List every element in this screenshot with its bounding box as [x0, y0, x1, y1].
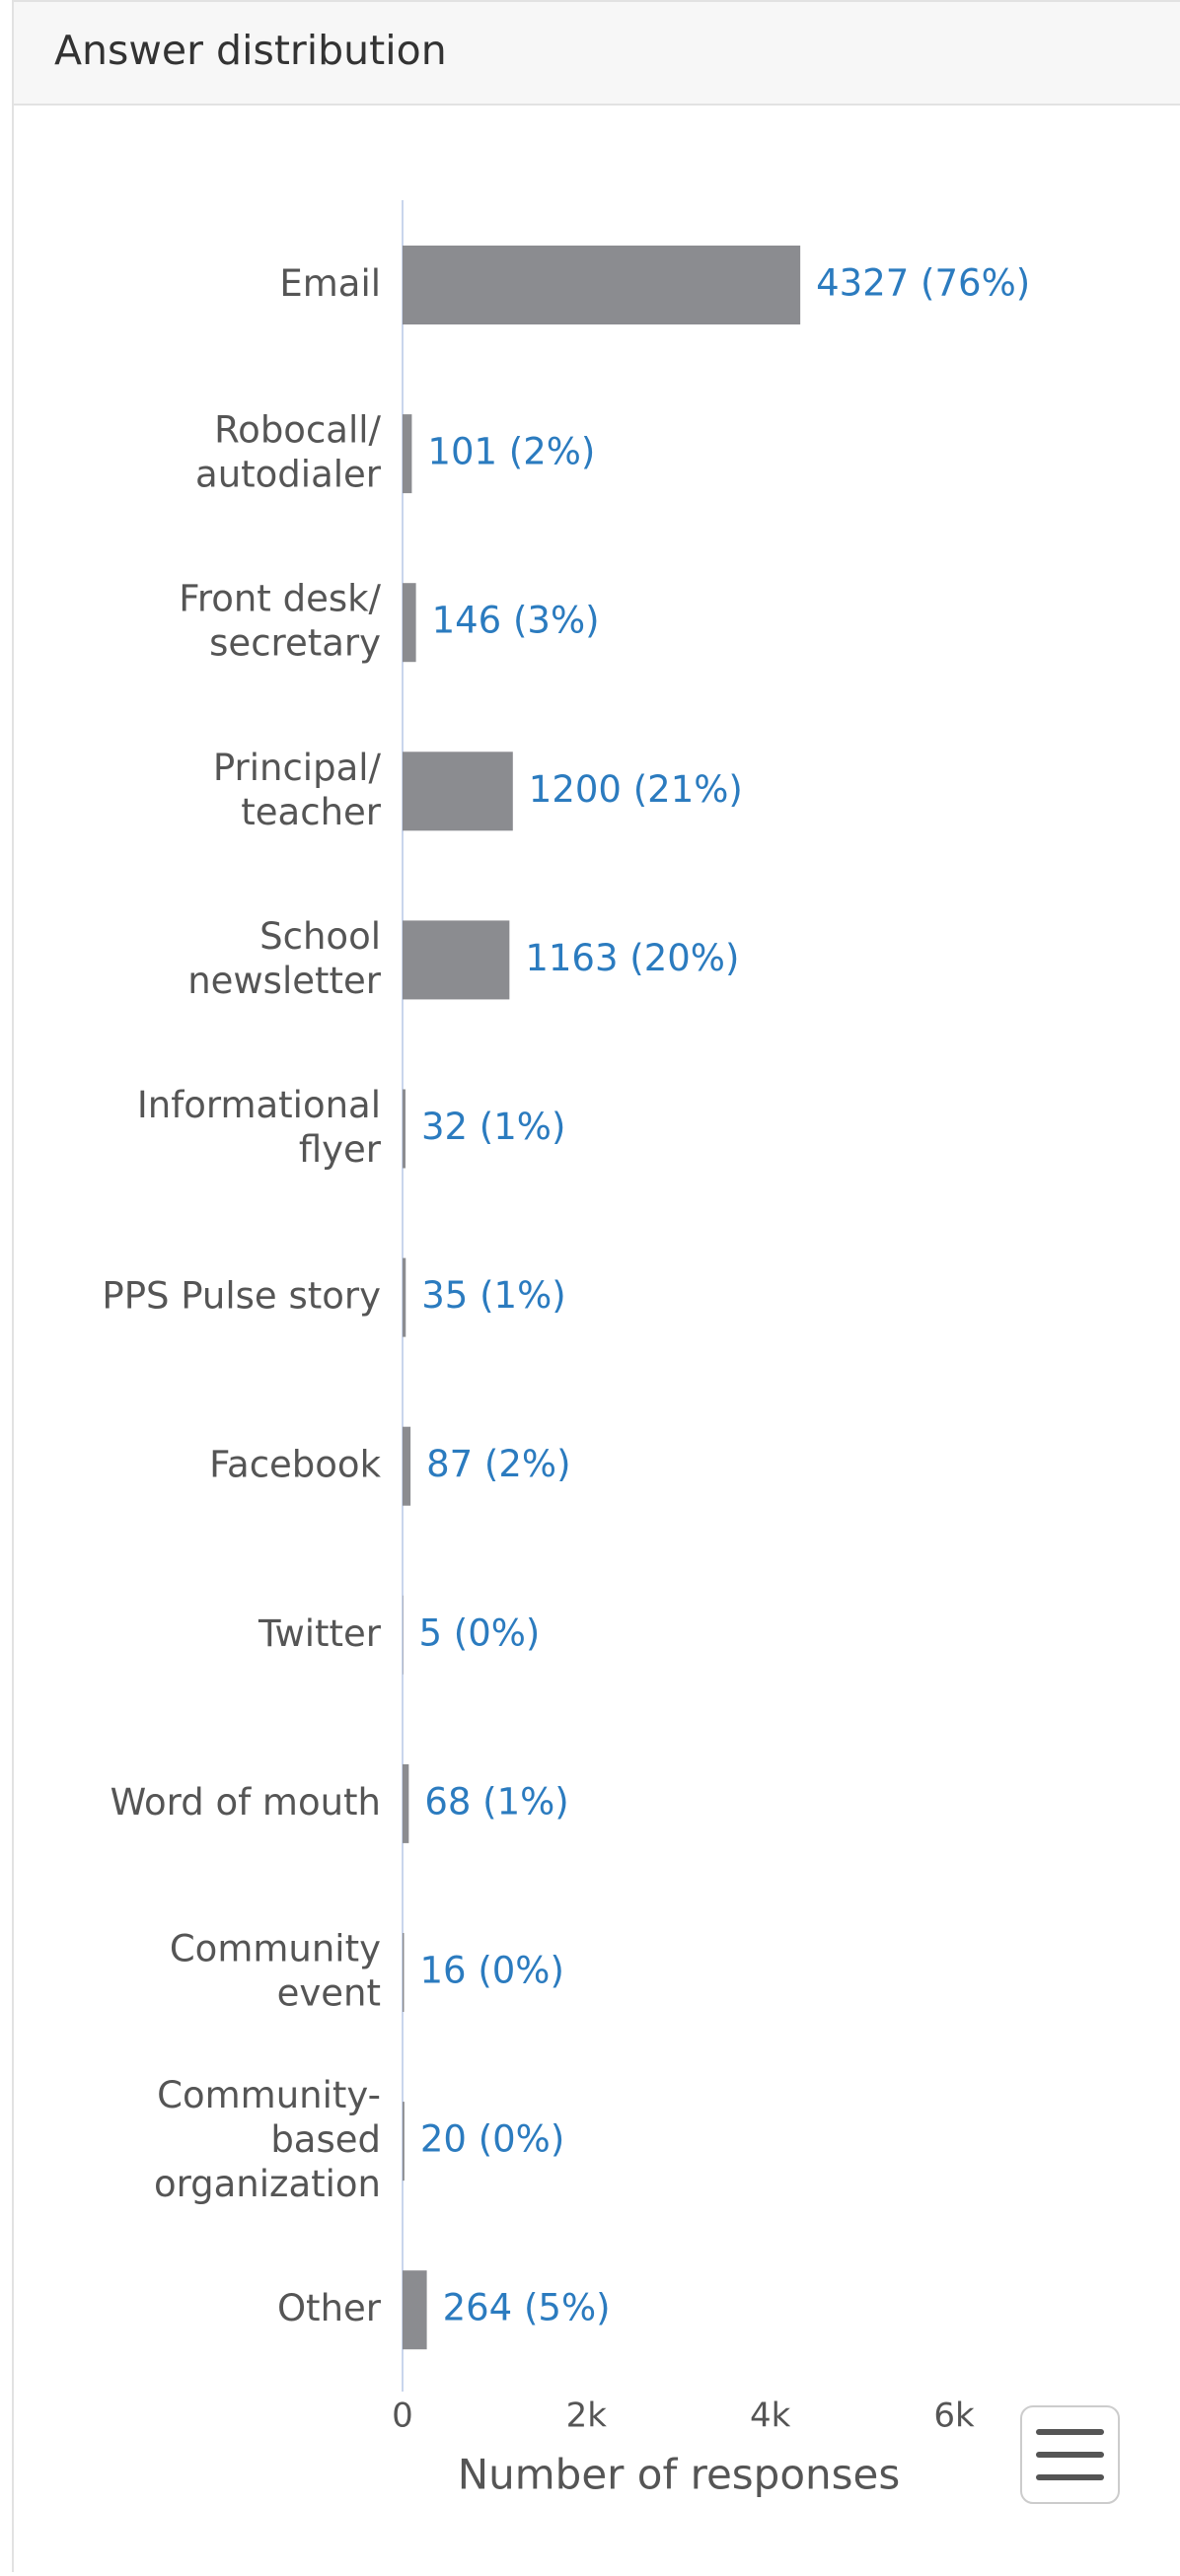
bar — [403, 414, 411, 493]
bar — [403, 1933, 404, 2012]
bar — [403, 2102, 405, 2181]
y-tick-label: Facebook — [209, 1443, 381, 1485]
bar — [403, 2270, 427, 2349]
bar — [403, 1764, 408, 1843]
data-label: 1163 (20%) — [525, 937, 739, 979]
y-tick-label: Twitter — [258, 1611, 382, 1654]
card-title: Answer distribution — [54, 27, 447, 74]
data-label: 4327 (76%) — [816, 262, 1030, 305]
bar — [403, 246, 800, 324]
x-tick-label: 4k — [750, 2397, 791, 2436]
x-tick-label: 0 — [392, 2397, 413, 2436]
x-tick-label: 2k — [566, 2397, 608, 2436]
y-tick-label: PPS Pulse story — [102, 1274, 381, 1317]
bar — [403, 920, 509, 999]
data-label: 68 (1%) — [424, 1780, 568, 1823]
bar — [403, 583, 416, 662]
data-label: 101 (2%) — [427, 431, 595, 473]
menu-button[interactable] — [1021, 2406, 1119, 2503]
bar — [403, 1427, 410, 1506]
data-label: 32 (1%) — [421, 1106, 565, 1148]
data-label: 16 (0%) — [419, 1950, 563, 1992]
x-axis-title: Number of responses — [458, 2451, 901, 2499]
data-label: 87 (2%) — [426, 1443, 570, 1485]
bar — [403, 1090, 406, 1169]
y-tick-label: Word of mouth — [111, 1780, 381, 1823]
x-tick-label: 6k — [933, 2397, 975, 2436]
bar — [403, 751, 513, 830]
data-label: 5 (0%) — [418, 1611, 540, 1654]
data-label: 146 (3%) — [432, 600, 600, 642]
y-tick-label: Other — [277, 2287, 382, 2329]
data-label: 1200 (21%) — [529, 768, 743, 811]
data-label: 264 (5%) — [443, 2287, 611, 2329]
y-tick-label: Email — [279, 262, 381, 305]
bar — [403, 1258, 406, 1337]
data-label: 20 (0%) — [420, 2118, 564, 2161]
data-label: 35 (1%) — [421, 1274, 565, 1317]
